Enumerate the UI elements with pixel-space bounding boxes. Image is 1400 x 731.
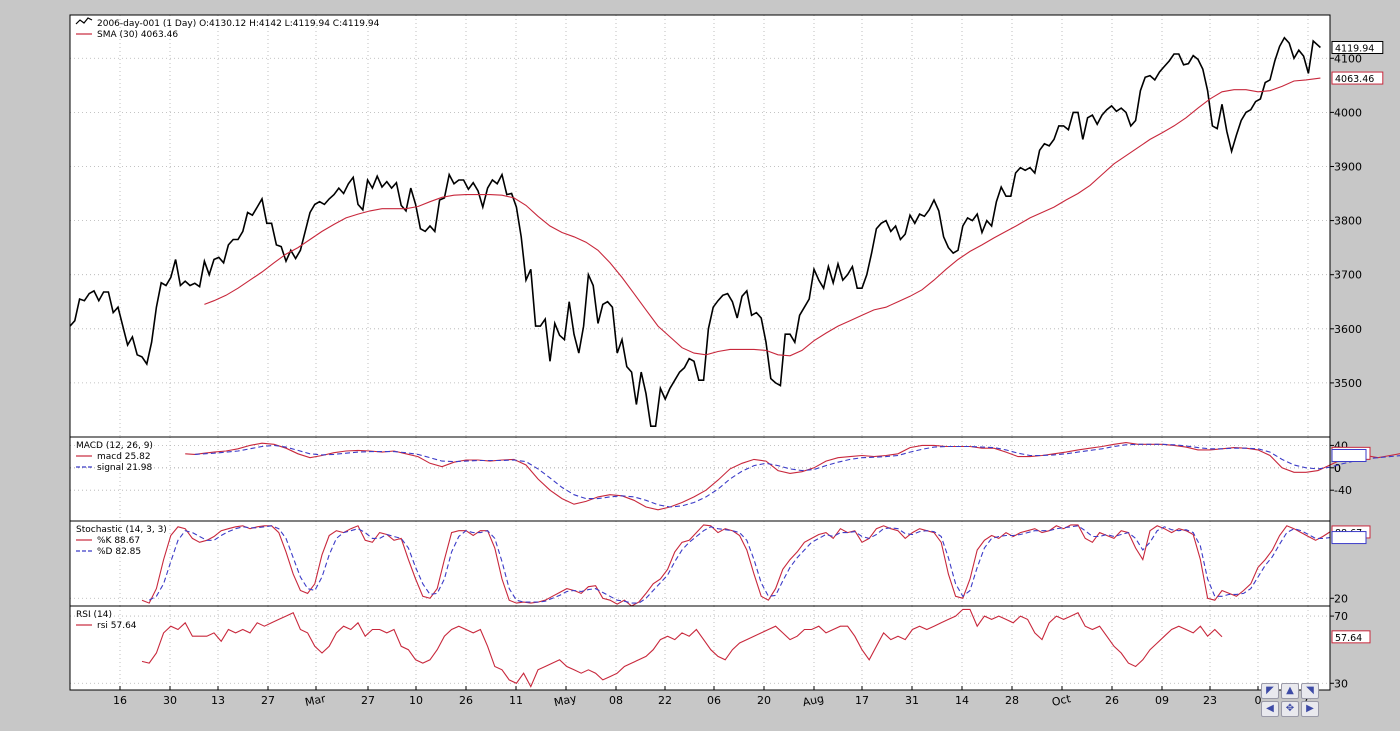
x-tick-label: 11 bbox=[509, 694, 523, 707]
forward-icon: ◥ bbox=[1306, 685, 1314, 696]
series-line-stochastic-1 bbox=[148, 525, 1331, 604]
panel-frame bbox=[69, 605, 1331, 691]
value-tag-label: 4119.94 bbox=[1335, 43, 1374, 54]
value-tag-box bbox=[1331, 448, 1367, 462]
y-tick-label: 4100 bbox=[1334, 52, 1362, 65]
y-tick-label: 3600 bbox=[1334, 323, 1362, 336]
value-tag-label: 57.64 bbox=[1335, 633, 1362, 644]
y-tick-label: 30 bbox=[1334, 677, 1348, 690]
arrow-right-icon: ▶ bbox=[1306, 703, 1314, 714]
panel-title: Stochastic (14, 3, 3) bbox=[76, 525, 167, 535]
x-tick-label: 27 bbox=[361, 694, 375, 707]
nav-home-button[interactable]: ◤ bbox=[1261, 683, 1279, 699]
y-tick-label: 70 bbox=[1334, 610, 1348, 623]
series-line-price-0 bbox=[69, 36, 1321, 427]
x-tick-label: 17 bbox=[855, 694, 869, 707]
legend-label: %D 82.85 bbox=[97, 547, 141, 557]
legend-swatch bbox=[75, 17, 93, 25]
x-tick-label: May bbox=[553, 692, 578, 710]
y-tick-label: 4000 bbox=[1334, 106, 1362, 119]
x-tick-label: 16 bbox=[113, 694, 127, 707]
y-tick-label: 0 bbox=[1334, 462, 1341, 475]
y-tick-label: 3900 bbox=[1334, 160, 1362, 173]
legend-label: %K 88.67 bbox=[97, 536, 140, 546]
x-tick-label: 26 bbox=[1105, 694, 1119, 707]
x-tick-label: 06 bbox=[707, 694, 721, 707]
value-tag-label: 4063.46 bbox=[1335, 74, 1374, 85]
value-tag-box bbox=[1331, 630, 1371, 644]
x-tick-label: 09 bbox=[1155, 694, 1169, 707]
x-tick-label: 14 bbox=[955, 694, 969, 707]
y-tick-label: 3500 bbox=[1334, 377, 1362, 390]
x-tick-label: Aug bbox=[801, 692, 825, 709]
nav-up-button[interactable]: ▲ bbox=[1281, 683, 1299, 699]
x-tick-label: 30 bbox=[163, 694, 177, 707]
x-tick-label: 20 bbox=[757, 694, 771, 707]
series-line-rsi-0 bbox=[141, 608, 1223, 688]
panel-rsi: 30 70 57.64 RSI (14)rsi 57.64 bbox=[69, 605, 1371, 691]
x-tick-label: 08 bbox=[609, 694, 623, 707]
legend-label: SMA (30) 4063.46 bbox=[97, 30, 178, 40]
legend-price: 2006-day-001 (1 Day) O:4130.12 H:4142 L:… bbox=[75, 17, 380, 40]
series-line-stochastic-0 bbox=[141, 524, 1331, 607]
value-tag-box bbox=[1331, 531, 1367, 545]
x-axis: 16 30 13 27 Mar 27 10 26 11 May 08 22 06 20 Aug 17 31 14 2… bbox=[113, 686, 1311, 709]
legend-label: signal 21.98 bbox=[97, 463, 153, 473]
value-tag-box bbox=[1331, 40, 1384, 54]
x-tick-label: 0 bbox=[1255, 694, 1262, 707]
legend-label: rsi 57.64 bbox=[97, 621, 137, 631]
plot-background bbox=[70, 15, 1330, 690]
value-tag-box bbox=[1331, 71, 1384, 85]
x-tick-label: 26 bbox=[459, 694, 473, 707]
navigation-toolbar: ◤ ▲ ◥ ◀ ✥ ▶ bbox=[1259, 681, 1321, 731]
x-tick-label: 22 bbox=[658, 694, 672, 707]
legend-label: macd 25.82 bbox=[97, 452, 151, 462]
nav-forward-button[interactable]: ◥ bbox=[1301, 683, 1319, 699]
x-tick-label: 31 bbox=[905, 694, 919, 707]
y-tick-label: 20 bbox=[1334, 592, 1348, 605]
arrow-up-icon: ▲ bbox=[1286, 685, 1294, 696]
series-line-price-1 bbox=[204, 77, 1321, 357]
x-tick-label: 23 bbox=[1203, 694, 1217, 707]
x-tick-label: 10 bbox=[409, 694, 423, 707]
legend-stochastic: Stochastic (14, 3, 3)%K 88.67%D 82.85 bbox=[76, 525, 167, 557]
y-tick-label: 3700 bbox=[1334, 269, 1362, 282]
x-tick-label: 28 bbox=[1005, 694, 1019, 707]
x-tick-label: 13 bbox=[211, 694, 225, 707]
y-tick-label: 0 bbox=[1334, 462, 1341, 475]
panel-title: MACD (12, 26, 9) bbox=[76, 441, 153, 451]
x-tick-label: c bbox=[1305, 694, 1311, 707]
y-tick-label: -40 bbox=[1334, 484, 1352, 497]
x-tick-label: Mar bbox=[304, 692, 327, 709]
x-tick-label: 27 bbox=[261, 694, 275, 707]
home-icon: ◤ bbox=[1266, 685, 1274, 696]
nav-left-button[interactable]: ◀ bbox=[1261, 701, 1279, 717]
panel-macd: -40040025.82MACD (12, 26, 9)macd 25.82si… bbox=[69, 436, 1400, 522]
legend-rsi: RSI (14)rsi 57.64 bbox=[76, 610, 137, 631]
nav-right-button[interactable]: ▶ bbox=[1301, 701, 1319, 717]
pan-icon: ✥ bbox=[1285, 703, 1295, 714]
series-line-macd-0 bbox=[185, 442, 1400, 511]
panel-title: RSI (14) bbox=[76, 610, 112, 620]
arrow-left-icon: ◀ bbox=[1266, 703, 1274, 714]
y-tick-label: 3800 bbox=[1334, 215, 1362, 228]
legend-label: 2006-day-001 (1 Day) O:4130.12 H:4142 L:… bbox=[97, 19, 380, 29]
x-tick-label: Oct bbox=[1051, 692, 1073, 709]
nav-pan-button[interactable]: ✥ bbox=[1281, 701, 1299, 717]
